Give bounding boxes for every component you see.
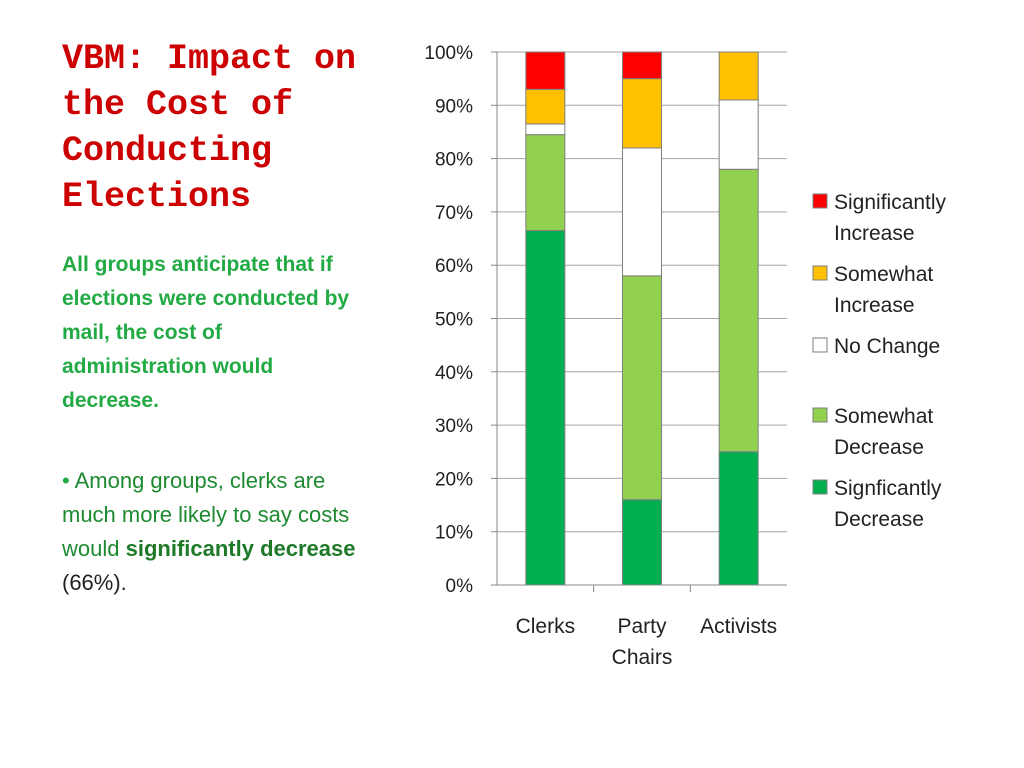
y-tick-label: 90% bbox=[435, 96, 473, 117]
legend-label: Significantly bbox=[834, 191, 947, 214]
intro-text: All groups anticipate that if elections … bbox=[62, 253, 350, 412]
legend-swatch bbox=[812, 265, 828, 281]
y-tick-label: 30% bbox=[435, 416, 473, 437]
legend-label: Increase bbox=[834, 222, 915, 245]
legend-label: Decrease bbox=[834, 436, 924, 459]
y-tick-label: 100% bbox=[424, 43, 473, 64]
bar-segment bbox=[718, 99, 759, 170]
legend: Significantly Increase Somewhat Increase No … bbox=[812, 191, 947, 531]
category-label: Party bbox=[617, 615, 667, 638]
bar-segment bbox=[718, 51, 759, 101]
y-tick-label: 60% bbox=[435, 256, 473, 277]
bar-segment bbox=[622, 78, 662, 149]
axes bbox=[496, 52, 787, 592]
bar-segment bbox=[622, 51, 662, 80]
category-label: Chairs bbox=[612, 646, 673, 669]
y-axis-ticks: 0% 10% 20% 30% 40% 50% 60% 70% 80% 90% 100% bbox=[424, 43, 497, 597]
slide-title: VBM: Impact on the Cost of Conducting El… bbox=[62, 39, 357, 217]
category-label: Activists bbox=[700, 615, 777, 638]
category-labels: Clerks Party Chairs Activists bbox=[516, 615, 778, 669]
bar-segment bbox=[718, 451, 759, 586]
bullet-body-text: much more likely to say costs would bbox=[62, 502, 350, 561]
legend-label: No Change bbox=[834, 335, 940, 358]
y-tick-label: 70% bbox=[435, 203, 473, 224]
bullet-tail: (66%). bbox=[62, 570, 127, 595]
bar-segment bbox=[622, 147, 662, 277]
bar-segment bbox=[525, 88, 566, 125]
bar-segment bbox=[622, 499, 662, 586]
y-tick-label: 50% bbox=[435, 310, 473, 331]
bullet-lead-text: Among groups, clerks are bbox=[74, 468, 326, 493]
y-tick-label: 40% bbox=[435, 363, 473, 384]
y-tick-label: 80% bbox=[435, 150, 473, 171]
category-label: Clerks bbox=[516, 615, 576, 638]
y-tick-label: 20% bbox=[435, 469, 473, 490]
bullet-emphasis: significantly decrease bbox=[125, 536, 356, 561]
legend-label: Signficantly bbox=[834, 477, 942, 500]
y-tick-label: 0% bbox=[446, 576, 474, 597]
bullet-marker: • bbox=[62, 468, 70, 493]
legend-swatch bbox=[812, 337, 828, 353]
legend-swatch bbox=[812, 407, 828, 423]
legend-swatch bbox=[812, 193, 828, 209]
bar-segment bbox=[525, 51, 566, 90]
bar-segment bbox=[525, 123, 566, 136]
bar-segment bbox=[622, 275, 662, 501]
legend-label: Somewhat bbox=[834, 405, 933, 428]
bars bbox=[525, 51, 759, 586]
bar-segment bbox=[525, 134, 566, 232]
legend-label: Increase bbox=[834, 294, 915, 317]
y-tick-label: 10% bbox=[435, 523, 473, 544]
bullet-point: • Among groups, clerks are much more lik… bbox=[62, 464, 382, 600]
legend-label: Decrease bbox=[834, 508, 924, 531]
bar-segment bbox=[525, 230, 566, 586]
bar-segment bbox=[718, 168, 759, 453]
legend-swatch bbox=[812, 479, 828, 495]
legend-label: Somewhat bbox=[834, 263, 933, 286]
